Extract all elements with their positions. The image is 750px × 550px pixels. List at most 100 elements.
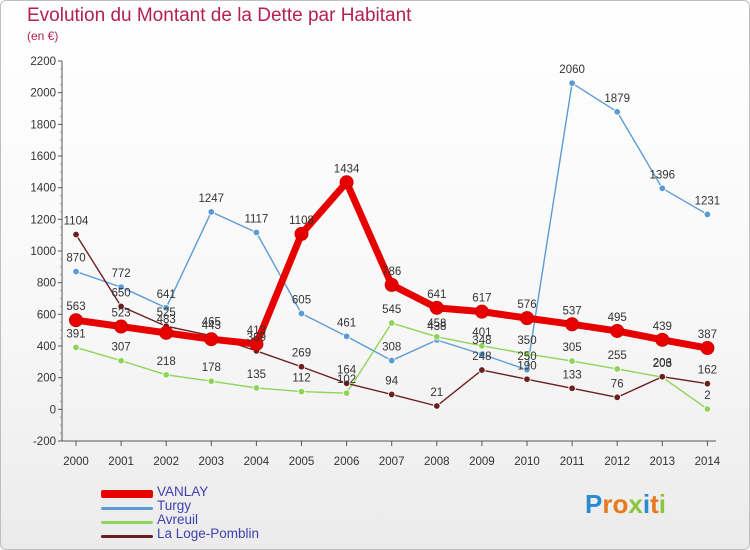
data-point <box>117 357 125 365</box>
data-point <box>703 379 712 388</box>
data-label: 1231 <box>695 195 721 207</box>
data-point <box>565 317 580 332</box>
x-tick-label: 2008 <box>424 456 450 468</box>
data-point <box>117 302 125 311</box>
legend-swatch <box>101 490 153 498</box>
data-point <box>429 300 444 315</box>
legend-label: La Loge-Pomblin <box>157 526 260 541</box>
data-point <box>294 226 309 241</box>
axes: -200 0 200 400 600 800 1000 1200 1400 1600 1800 200… <box>30 56 720 468</box>
x-tick-label: 2010 <box>514 456 540 468</box>
x-tick-label: 2005 <box>289 456 315 468</box>
data-point <box>658 373 666 381</box>
y-tick-label: 1000 <box>30 246 56 258</box>
x-tick-label: 2001 <box>108 456 134 468</box>
data-label: 178 <box>202 362 221 374</box>
data-point <box>474 304 489 319</box>
data-point <box>700 341 715 356</box>
data-point <box>433 333 441 341</box>
y-tick-label: 1800 <box>30 119 56 131</box>
y-tick-label: 800 <box>37 278 56 290</box>
y-tick-label: -200 <box>33 436 56 448</box>
data-label: 206 <box>653 358 672 370</box>
x-tick-label: 2003 <box>199 456 225 468</box>
data-point <box>252 384 261 392</box>
data-point <box>342 332 351 341</box>
data-label: 772 <box>112 268 131 280</box>
data-point <box>478 342 486 350</box>
proxiti-logo: Proxiti <box>585 489 666 520</box>
data-point <box>159 325 174 340</box>
data-point <box>478 350 486 358</box>
data-point <box>249 336 264 351</box>
y-tick-label: 200 <box>37 373 56 385</box>
data-label: 21 <box>430 387 443 399</box>
data-point <box>613 365 621 373</box>
data-label: 133 <box>563 369 582 381</box>
data-label: 458 <box>427 318 446 330</box>
y-tick-label: 2200 <box>30 56 56 68</box>
data-label: 1104 <box>64 216 89 228</box>
data-label: 439 <box>653 321 672 333</box>
data-label: 641 <box>427 289 446 301</box>
data-label: 94 <box>385 375 398 387</box>
chart-subtitle: (en €) <box>27 29 59 43</box>
data-label: 605 <box>292 295 311 307</box>
data-point <box>72 267 80 276</box>
x-tick-label: 2007 <box>379 456 405 468</box>
data-label: 369 <box>247 332 266 344</box>
x-tick-label: 2014 <box>695 456 721 468</box>
data-label: 401 <box>472 327 491 339</box>
data-point <box>162 371 170 379</box>
data-point <box>478 366 486 374</box>
data-point <box>207 208 215 216</box>
data-label: 250 <box>517 351 536 363</box>
legend-label: Turgy <box>157 498 192 513</box>
x-tick-label: 2011 <box>560 456 585 468</box>
data-point <box>72 230 80 239</box>
data-label: 269 <box>292 348 311 360</box>
data-point <box>610 323 625 338</box>
y-tick-label: 1600 <box>30 151 56 163</box>
data-label: 203 <box>653 358 672 370</box>
data-label: 248 <box>472 351 491 363</box>
data-point <box>388 319 396 327</box>
data-point <box>297 363 306 371</box>
data-point <box>523 350 531 358</box>
y-tick-label: 0 <box>50 404 56 416</box>
chart-title: Evolution du Montant de la Dette par Hab… <box>27 5 412 26</box>
data-point <box>388 356 396 365</box>
data-label: 495 <box>608 312 627 324</box>
y-tick-label: 2000 <box>30 88 56 100</box>
series-lines <box>69 79 715 413</box>
x-tick-label: 2002 <box>153 456 179 468</box>
legend-label: Avreuil <box>157 512 199 527</box>
data-point <box>297 309 306 318</box>
data-label: 537 <box>563 305 582 317</box>
point-labels: 563 523 483 443 413 1108 1434 786 641 617 576 537 49… <box>64 64 721 402</box>
data-label: 190 <box>517 360 536 372</box>
data-point <box>568 79 576 87</box>
data-point <box>520 311 534 326</box>
data-label: 2 <box>704 390 710 402</box>
logo-letter: i <box>658 489 666 519</box>
data-label: 307 <box>112 342 131 354</box>
data-point <box>297 387 306 396</box>
data-point <box>388 390 396 399</box>
data-point <box>655 332 670 347</box>
data-point <box>703 210 712 219</box>
data-label: 1247 <box>199 193 225 205</box>
data-label: 617 <box>472 293 491 305</box>
data-point <box>204 332 219 347</box>
data-point <box>117 283 125 291</box>
y-tick-label: 400 <box>37 341 56 353</box>
data-label: 2060 <box>559 64 585 76</box>
data-point <box>613 108 621 116</box>
data-label: 563 <box>66 301 85 313</box>
data-point <box>568 357 576 365</box>
logo-letter: t <box>650 489 659 519</box>
x-tick-label: 2009 <box>469 456 495 468</box>
data-label: 218 <box>157 356 176 368</box>
data-point <box>162 304 170 312</box>
